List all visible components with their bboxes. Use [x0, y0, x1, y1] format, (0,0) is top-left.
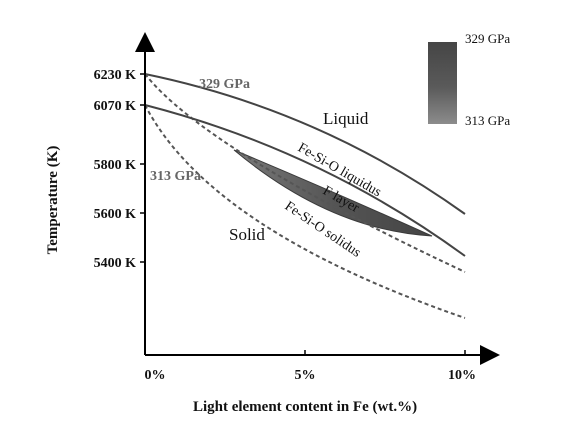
y-tick-label: 6070 K [94, 99, 137, 114]
x-tick-label: 5% [295, 368, 316, 383]
solidus-313-curve [144, 104, 466, 319]
liquid-label: Liquid [323, 109, 369, 128]
y-axis-label: Temperature (K) [45, 146, 61, 255]
solid-label: Solid [229, 225, 265, 244]
solidus-329-curve [144, 73, 466, 273]
x-tick-label: 10% [448, 368, 476, 383]
legend-top-label: 329 GPa [465, 31, 510, 46]
x-axis-label: Light element content in Fe (wt.%) [193, 399, 417, 415]
pressure-legend-bar [428, 42, 457, 124]
y-tick-label: 6230 K [94, 68, 137, 83]
y-tick-label: 5800 K [94, 158, 137, 173]
legend-bottom-label: 313 GPa [465, 113, 510, 128]
y-tick-label: 5400 K [94, 256, 137, 271]
pressure-313-label: 313 GPa [150, 169, 201, 184]
liquidus-329-curve [144, 73, 466, 215]
x-tick-label: 0% [145, 368, 166, 383]
y-tick-label: 5600 K [94, 207, 137, 222]
f-layer-region [233, 149, 433, 237]
pressure-329-label: 329 GPa [199, 77, 250, 92]
liquidus-313-curve [144, 104, 466, 257]
